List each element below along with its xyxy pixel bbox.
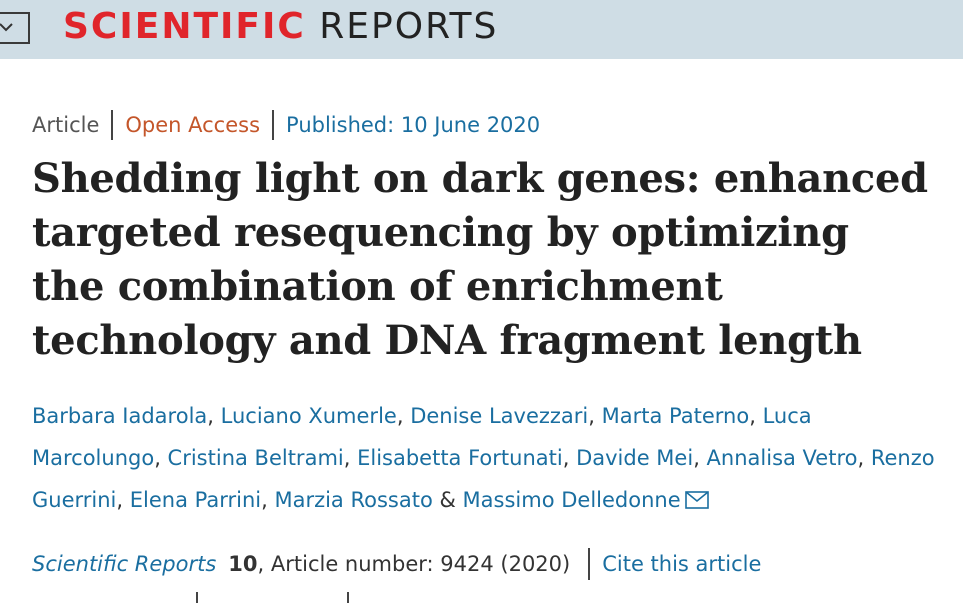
author-separator: , — [154, 446, 168, 470]
author-link[interactable]: Luciano Xumerle — [220, 404, 397, 428]
author-separator: , — [261, 488, 275, 512]
author-separator: , — [749, 404, 763, 428]
site-header: SCIENTIFIC REPORTS — [0, 0, 963, 59]
article-number: , Article number: 9424 (2020) — [257, 552, 571, 576]
brand-primary: SCIENTIFIC — [63, 6, 306, 47]
brand-secondary: REPORTS — [319, 6, 499, 47]
citation-divider — [588, 548, 591, 580]
author-link[interactable]: Annalisa Vetro — [706, 446, 858, 470]
article-title: Shedding light on dark genes: enhanced t… — [32, 155, 928, 364]
volume-number: 10 — [228, 552, 258, 576]
author-separator: , — [562, 446, 577, 470]
author-link[interactable]: Marzia Rossato — [274, 488, 433, 512]
tab-divider — [196, 592, 198, 603]
cite-this-article-link[interactable]: Cite this article — [602, 552, 762, 576]
published-date: Published: 10 June 2020 — [286, 113, 541, 137]
open-access-label: Open Access — [125, 113, 261, 137]
author-link[interactable]: Renzo Guerrini — [32, 446, 935, 512]
author-link[interactable]: Denise Lavezzari — [410, 404, 589, 428]
author-separator: , — [693, 446, 707, 470]
author-link[interactable]: Luca Marcolungo — [32, 404, 812, 470]
journal-logo[interactable]: SCIENTIFIC REPORTS — [63, 6, 498, 47]
article-meta: Article Open Access Published: 10 June 2… — [32, 110, 540, 140]
author-separator: , — [207, 404, 221, 428]
tab-divider — [347, 592, 349, 603]
author-separator: , — [857, 446, 871, 470]
meta-divider — [111, 110, 114, 140]
author-separator: , — [588, 404, 602, 428]
author-link[interactable]: Massimo Delledonne — [462, 488, 681, 512]
author-link[interactable]: Elisabetta Fortunati — [357, 446, 563, 470]
chevron-down-icon — [0, 23, 13, 32]
author-conjunction: & — [432, 488, 463, 512]
mail-icon[interactable] — [684, 491, 709, 509]
journal-name: Scientific Reports — [32, 552, 217, 576]
citation-line: Scientific Reports 10 , Article number: … — [32, 548, 761, 580]
meta-divider — [272, 110, 275, 140]
author-link[interactable]: Marta Paterno — [601, 404, 750, 428]
author-separator: , — [116, 488, 130, 512]
author-link[interactable]: Davide Mei — [576, 446, 694, 470]
menu-toggle-button[interactable] — [0, 12, 30, 44]
author-separator: , — [396, 404, 411, 428]
author-link[interactable]: Barbara Iadarola — [32, 404, 208, 428]
author-separator: , — [343, 446, 358, 470]
article-type: Article — [32, 113, 100, 137]
author-link[interactable]: Cristina Beltrami — [167, 446, 344, 470]
author-link[interactable]: Elena Parrini — [129, 488, 262, 512]
author-list: Barbara Iadarola, Luciano Xumerle, Denis… — [32, 395, 947, 521]
